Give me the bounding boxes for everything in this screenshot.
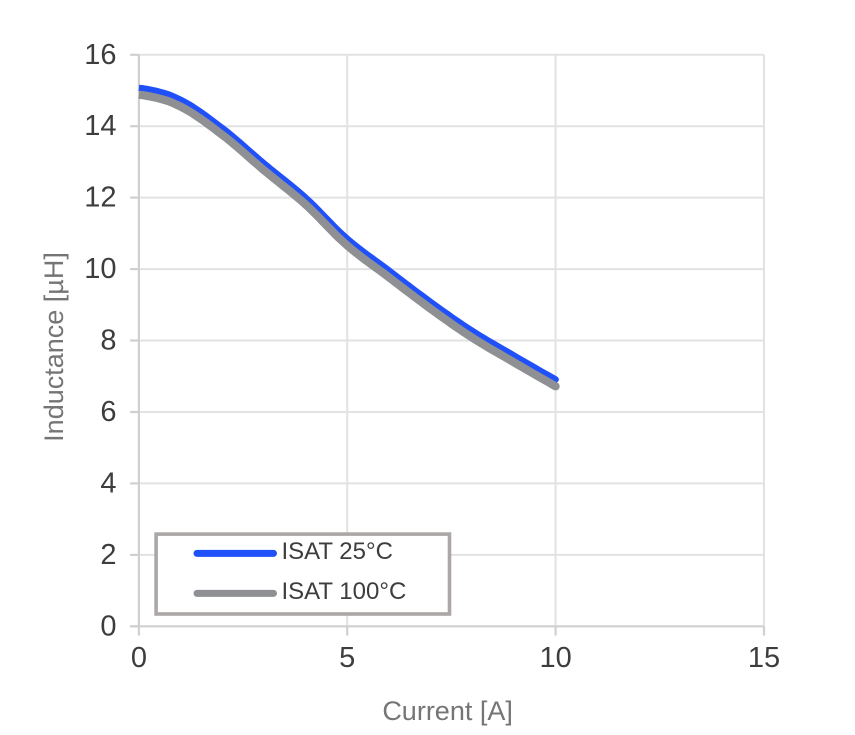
- svg-text:ISAT 100°C: ISAT 100°C: [282, 578, 407, 605]
- svg-text:8: 8: [100, 325, 116, 357]
- svg-text:12: 12: [84, 182, 116, 214]
- svg-text:Current [A]: Current [A]: [382, 696, 513, 726]
- svg-text:0: 0: [100, 610, 116, 642]
- svg-text:5: 5: [339, 642, 355, 674]
- svg-text:16: 16: [84, 39, 116, 71]
- svg-text:14: 14: [84, 110, 116, 142]
- svg-text:10: 10: [84, 253, 116, 285]
- svg-text:0: 0: [131, 642, 147, 674]
- svg-text:6: 6: [100, 396, 116, 428]
- svg-text:2: 2: [100, 539, 116, 571]
- svg-text:10: 10: [539, 642, 571, 674]
- svg-text:4: 4: [100, 467, 116, 499]
- svg-text:15: 15: [748, 642, 780, 674]
- svg-text:ISAT 25°C: ISAT 25°C: [282, 538, 393, 565]
- svg-text:Inductance [µH]: Inductance [µH]: [39, 252, 69, 442]
